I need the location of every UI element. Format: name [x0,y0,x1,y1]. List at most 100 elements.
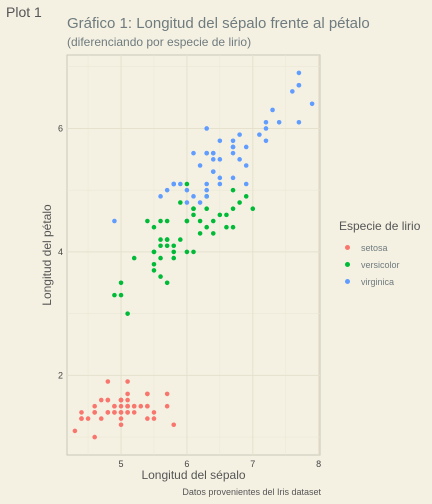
data-point-versicolor [243,194,249,199]
data-point-versicolor [151,249,157,255]
chart-caption: Datos provenientes del Iris dataset [182,487,321,497]
data-point-setosa [105,397,111,403]
legend-item-setosa: setosa [339,239,420,256]
data-point-virginica [210,169,216,174]
data-point-virginica [217,138,223,144]
data-point-virginica [230,144,236,150]
data-point-versicolor [171,255,177,261]
data-point-versicolor [118,292,124,298]
legend-label-versicolor: versicolor [361,259,400,270]
data-point-versicolor [164,218,170,224]
data-point-setosa [151,416,157,421]
data-point-virginica [204,194,209,199]
data-point-setosa [72,428,78,434]
legend-key-virginica [345,279,350,284]
data-point-setosa [125,403,130,409]
data-point-virginica [217,157,223,162]
data-point-virginica [178,181,183,187]
data-point-versicolor [224,224,229,230]
data-point-versicolor [224,212,229,218]
data-point-virginica [237,157,242,162]
data-point-virginica [164,187,170,193]
data-point-virginica [204,126,209,131]
y-tick-label: 4 [58,247,63,257]
data-point-versicolor [230,187,236,193]
data-point-versicolor [230,206,236,212]
chart-subtitle: (diferenciando por especie de lirio) [67,35,252,49]
data-point-virginica [191,150,196,156]
data-point-versicolor [125,311,130,316]
data-point-virginica [158,194,163,199]
data-point-virginica [210,150,216,156]
legend-label-setosa: setosa [361,242,388,253]
y-tick-label: 6 [58,123,63,133]
data-point-setosa [92,403,97,409]
data-point-versicolor [151,261,157,267]
data-point-versicolor [158,237,163,242]
legend-key-versicolor [345,262,350,267]
data-point-versicolor [151,224,157,230]
data-point-setosa [125,391,130,397]
data-point-virginica [263,138,269,144]
data-point-virginica [217,175,223,181]
data-point-setosa [105,410,111,415]
data-point-setosa [145,403,150,409]
legend-label-virginica: virginica [361,276,395,287]
data-point-virginica [243,163,249,168]
data-point-setosa [131,410,137,415]
data-point-virginica [263,126,269,131]
data-point-versicolor [145,218,150,224]
data-point-virginica [296,70,302,76]
data-point-versicolor [171,249,177,255]
data-point-virginica [204,187,209,193]
x-tick-label: 5 [119,459,124,469]
data-point-versicolor [178,237,183,242]
data-point-setosa [145,391,150,397]
data-point-versicolor [237,200,242,205]
data-point-virginica [210,157,216,162]
data-point-virginica [243,144,249,150]
data-point-virginica [263,119,269,125]
data-point-setosa [118,403,124,409]
data-point-versicolor [230,224,236,230]
data-point-setosa [118,397,124,403]
data-point-setosa [125,379,130,384]
data-point-setosa [118,410,124,415]
data-point-versicolor [151,268,157,273]
data-point-versicolor [191,249,196,255]
data-point-setosa [138,403,144,409]
data-point-virginica [197,200,203,205]
x-tick-label: 6 [184,459,189,469]
chart-title: Gráfico 1: Longitud del sépalo frente al… [67,15,370,32]
data-point-versicolor [197,231,203,236]
data-point-setosa [171,422,177,428]
plot-tab[interactable]: Plot 1 [6,4,42,20]
y-axis-label: Longitud del pétalo [40,204,54,306]
axis-ticks: 5 6 7 8 2 4 6 [58,123,321,469]
data-point-virginica [237,132,242,137]
data-point-setosa [145,416,150,421]
legend: Especie de lirio setosa versicolor virgini… [339,219,420,290]
data-point-virginica [191,194,196,199]
data-point-setosa [151,410,157,415]
data-point-virginica [204,150,209,156]
data-points [72,70,315,440]
data-point-virginica [290,89,295,94]
data-point-versicolor [164,237,170,242]
data-point-versicolor [112,292,117,298]
data-point-setosa [79,416,84,421]
plot-panel [66,54,321,456]
data-point-virginica [204,181,209,187]
data-point-virginica [230,175,236,181]
data-point-setosa [98,397,104,403]
data-point-virginica [270,107,275,113]
data-point-virginica [230,150,236,156]
data-point-versicolor [158,243,163,249]
x-tick-label: 7 [250,459,255,469]
y-tick-label: 2 [58,370,63,380]
x-axis-label: Longitud del sépalo [141,468,246,482]
data-point-virginica [276,119,282,125]
legend-key-setosa [345,245,350,250]
data-point-virginica [296,82,302,88]
